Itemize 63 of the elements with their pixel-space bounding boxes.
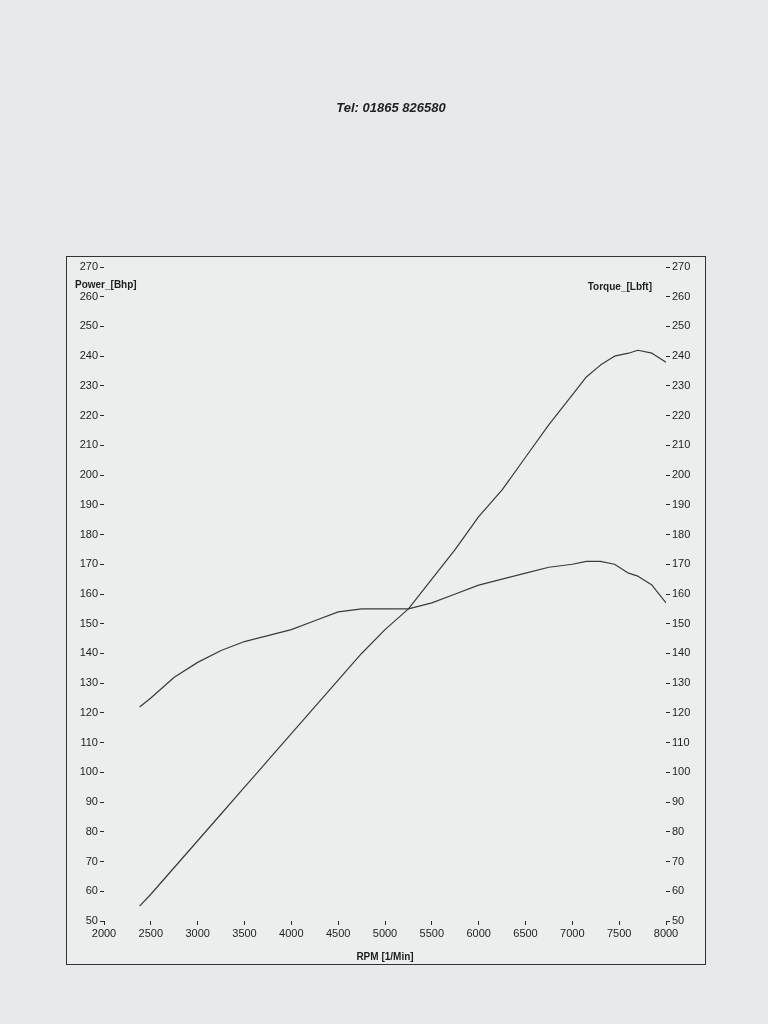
x-tick-label: 4500 <box>325 926 351 939</box>
y2-tick-label: 260 <box>672 289 691 302</box>
x-tick-label: 5500 <box>419 926 445 939</box>
y-tick-label: 90 <box>85 795 98 808</box>
x-tick-label: 4000 <box>279 926 304 939</box>
y2-tick-label: 90 <box>672 795 685 808</box>
y-tick-label: 210 <box>79 438 98 451</box>
x-tick-label: 3500 <box>232 926 257 939</box>
y-tick-label: 160 <box>79 587 98 600</box>
y2-tick-label: 120 <box>672 705 691 718</box>
y-tick-label: 130 <box>79 676 98 689</box>
y2-tick-label: 230 <box>672 378 691 391</box>
text: Tel: 01865 826580 <box>336 100 446 115</box>
y2-tick-label: 220 <box>672 408 691 421</box>
y2-tick-label: 200 <box>672 468 691 481</box>
y-tick-label: 80 <box>85 824 98 837</box>
y2-tick-label: 100 <box>672 765 691 778</box>
y-tick-label: 110 <box>80 735 98 748</box>
y2-tick-label: 170 <box>672 557 691 570</box>
y2-tick-label: 110 <box>672 735 690 748</box>
x-tick-label: 7500 <box>606 926 632 939</box>
x-axis-title: RPM [1/Min] <box>356 950 414 962</box>
y-tick-label: 250 <box>79 319 98 332</box>
y-tick-label: 150 <box>79 616 98 629</box>
y-tick-label: 220 <box>79 408 98 421</box>
x-tick-label: 8000 <box>653 926 679 939</box>
y2-tick-label: 180 <box>672 527 691 540</box>
x-tick-label: 3000 <box>185 926 210 939</box>
x-tick-label: 2000 <box>91 926 117 939</box>
x-tick-label: 6000 <box>466 926 491 939</box>
y-tick-label: 50 <box>85 914 98 927</box>
y2-tick-label: 210 <box>672 438 691 451</box>
y-tick-label: 240 <box>79 349 98 362</box>
x-tick-label: 2500 <box>138 926 164 939</box>
y2-tick-label: 270 <box>672 260 691 273</box>
y-axis-title: Power_[Bhp] <box>75 278 137 290</box>
x-tick-label: 6500 <box>513 926 538 939</box>
y2-tick-label: 80 <box>672 824 685 837</box>
y2-tick-label: 130 <box>672 676 691 689</box>
y2-tick-label: 150 <box>672 616 691 629</box>
y-tick-label: 180 <box>79 527 98 540</box>
y-tick-label: 140 <box>79 646 98 659</box>
x-tick-label: 7000 <box>560 926 585 939</box>
y2-tick-label: 70 <box>672 854 685 867</box>
y2-tick-label: 60 <box>672 884 685 897</box>
y-tick-label: 230 <box>79 378 98 391</box>
y-tick-label: 100 <box>79 765 98 778</box>
y-tick-label: 70 <box>85 854 98 867</box>
x-tick-label: 5000 <box>372 926 398 939</box>
y2-tick-label: 140 <box>672 646 691 659</box>
y-tick-label: 200 <box>79 468 98 481</box>
y2-tick-label: 240 <box>672 349 691 362</box>
y2-tick-label: 50 <box>672 914 685 927</box>
y2-tick-label: 160 <box>672 587 691 600</box>
y-tick-label: 120 <box>79 705 98 718</box>
y2-axis-title: Torque_[Lbft] <box>587 280 652 292</box>
y-tick-label: 260 <box>79 289 98 302</box>
y-tick-label: 170 <box>79 557 98 570</box>
y2-tick-label: 190 <box>672 497 691 510</box>
y-tick-label: 270 <box>79 260 98 273</box>
y-tick-label: 190 <box>79 497 98 510</box>
y-tick-label: 60 <box>85 884 98 897</box>
y2-tick-label: 250 <box>672 319 691 332</box>
